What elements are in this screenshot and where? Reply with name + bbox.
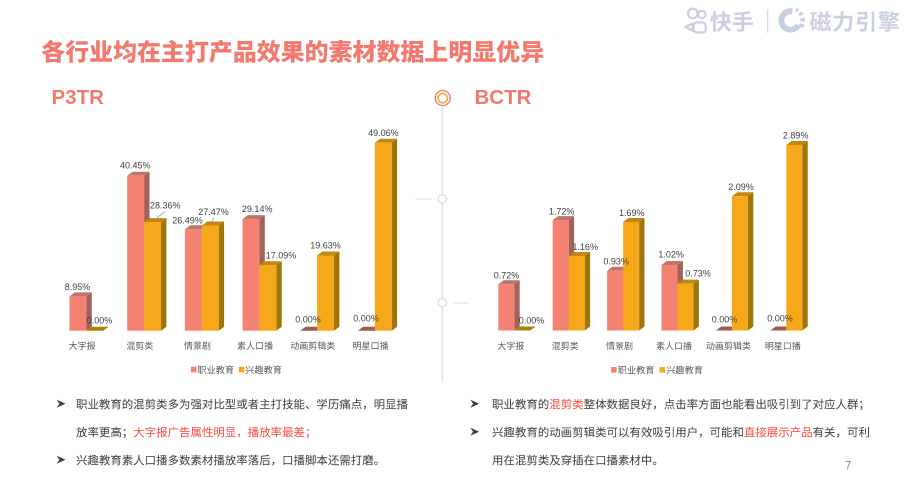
svg-text:1.16%: 1.16% [572,242,598,252]
svg-text:1.02%: 1.02% [658,249,684,259]
svg-text:49.06%: 49.06% [368,128,399,138]
svg-text:BCTR: BCTR [475,86,532,109]
svg-text:0.00%: 0.00% [712,314,738,324]
svg-text:P3TR: P3TR [52,86,105,109]
svg-text:0.93%: 0.93% [603,257,629,267]
svg-text:17.09%: 17.09% [266,251,297,261]
svg-text:2.09%: 2.09% [728,182,754,192]
svg-text:28.36%: 28.36% [150,201,181,211]
svg-text:0.73%: 0.73% [685,269,711,279]
svg-text:1.72%: 1.72% [549,206,575,216]
svg-text:27.47%: 27.47% [198,207,229,217]
svg-text:0.00%: 0.00% [87,315,113,325]
svg-text:0.00%: 0.00% [519,316,545,326]
svg-text:26.49%: 26.49% [172,216,203,226]
svg-text:7: 7 [845,461,851,473]
svg-text:2.89%: 2.89% [783,131,809,141]
svg-text:40.45%: 40.45% [120,160,151,170]
svg-text:0.00%: 0.00% [295,315,321,325]
svg-text:0.00%: 0.00% [353,313,379,323]
svg-text:8.95%: 8.95% [65,282,91,292]
svg-text:19.63%: 19.63% [310,241,341,251]
svg-text:0.72%: 0.72% [494,270,520,280]
svg-text:29.14%: 29.14% [242,204,273,214]
svg-text:0.00%: 0.00% [767,313,793,323]
svg-text:1.69%: 1.69% [619,208,645,218]
